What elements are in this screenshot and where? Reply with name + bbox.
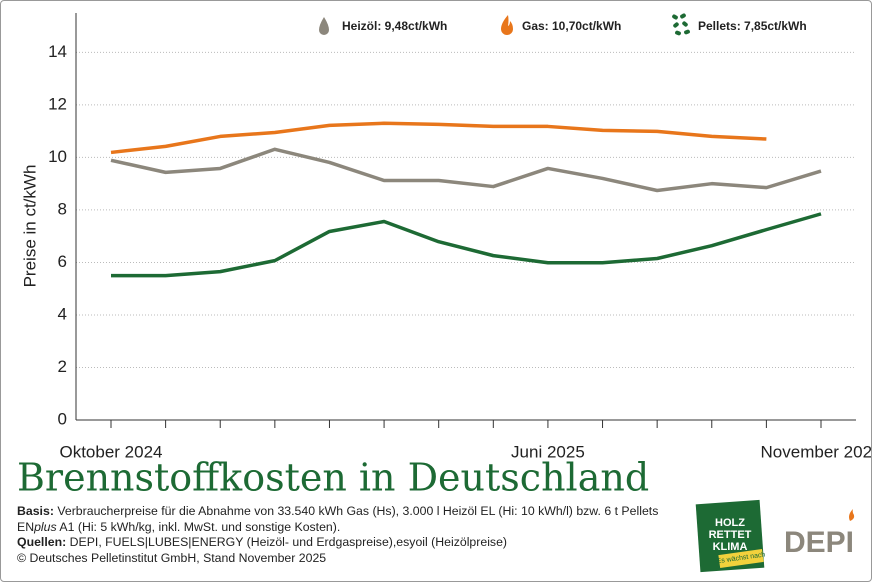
y-tick-label: 14 xyxy=(48,42,67,61)
logo-text: RETTET xyxy=(709,529,752,541)
pellets-icon xyxy=(672,13,690,36)
basis-label: Basis: xyxy=(17,504,54,518)
depi-logo: DEPI xyxy=(784,526,854,559)
sources-label: Quellen: xyxy=(17,535,67,549)
basis: Basis: Verbraucherpreise für die Abnahme… xyxy=(17,504,697,535)
y-tick-label: 8 xyxy=(58,199,67,218)
basis-text: Verbraucherpreise für die Abnahme von 33… xyxy=(17,504,659,534)
basis-italic: plus xyxy=(34,519,57,534)
basis-text: A1 (Hi: 5 kWh/kg, inkl. MwSt. und sonsti… xyxy=(56,519,341,534)
gas-icon xyxy=(501,15,513,35)
y-tick-label: 12 xyxy=(48,94,67,113)
footnote: Basis: Verbraucherpreise für die Abnahme… xyxy=(17,504,697,566)
logo-text: HOLZ xyxy=(715,517,745,529)
holz-logo: HOLZ RETTET KLIMA Es wächst nach xyxy=(695,499,766,573)
title: Brennstoffkosten in Deutschland xyxy=(17,456,649,500)
sources-text: DEPI, FUELS|LUBES|ENERGY (Heizöl- und Er… xyxy=(66,535,508,549)
logo-text: KLIMA xyxy=(713,541,748,553)
y-tick-label: 6 xyxy=(58,252,67,271)
depi-flame xyxy=(849,509,855,521)
x-tick-label: Oktober 2024 xyxy=(59,442,162,461)
heizoel-icon xyxy=(319,17,329,35)
y-tick-label: 2 xyxy=(58,357,67,376)
y-axis-label: Preise in ct/kWh xyxy=(20,165,39,288)
series-line xyxy=(110,121,767,155)
legend-label: Pellets: 7,85ct/kWh xyxy=(698,19,807,33)
y-tick-label: 10 xyxy=(48,147,67,166)
legend-label: Heizöl: 9,48ct/kWh xyxy=(342,19,447,33)
x-tick-label: Juni 2025 xyxy=(511,442,585,461)
y-tick-label: 0 xyxy=(58,409,67,428)
copyright: © Deutsches Pelletinstitut GmbH, Stand N… xyxy=(17,550,327,565)
legend-label: Gas: 10,70ct/kWh xyxy=(522,19,621,33)
y-tick-label: 4 xyxy=(58,304,67,323)
x-tick-label: November 2025 xyxy=(761,442,871,461)
series-line xyxy=(110,147,822,193)
sources: Quellen: DEPI, FUELS|LUBES|ENERGY (Heizö… xyxy=(17,535,697,551)
series-line xyxy=(111,212,822,278)
